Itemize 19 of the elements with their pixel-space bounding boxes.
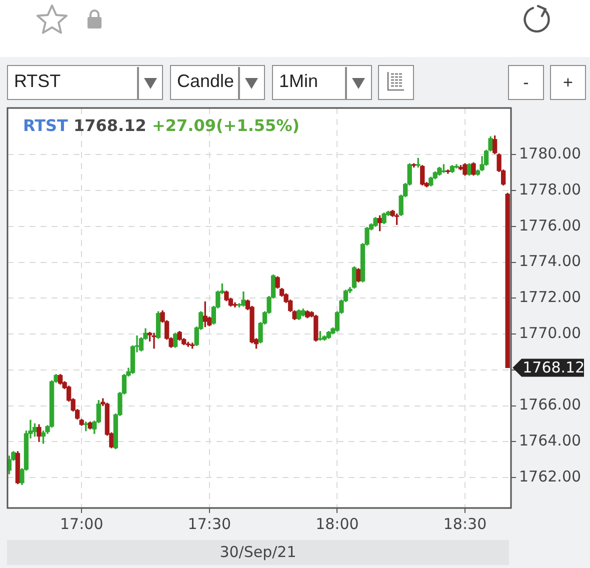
- y-tick-label: 1780.00: [519, 144, 582, 163]
- y-tick-label: 1770.00: [519, 324, 582, 342]
- y-tick-label: 1778.00: [519, 180, 582, 198]
- x-tick-label: 18:00: [316, 514, 359, 533]
- y-tick-label: 1762.00: [519, 467, 582, 486]
- y-tick-label: 1774.00: [519, 252, 582, 270]
- text: RTST: [14, 71, 61, 92]
- candlestick: [152, 332, 156, 349]
- y-tick-label: 1764.00: [519, 432, 582, 450]
- y-tick-label: 1776.00: [519, 216, 582, 234]
- y-tick-label: 1766.00: [519, 396, 582, 414]
- x-tick-label: 17:00: [60, 514, 104, 533]
- x-tick-label: 18:30: [443, 514, 487, 533]
- y-tick-label: 1772.00: [519, 288, 582, 306]
- text: RTST 1768.12 +27.09(+1.55%): [23, 116, 300, 135]
- x-tick-label: 17:30: [188, 514, 232, 533]
- text: 1Min: [279, 71, 318, 92]
- annotation: 1768.12: [522, 358, 585, 377]
- text: Candle: [177, 71, 234, 92]
